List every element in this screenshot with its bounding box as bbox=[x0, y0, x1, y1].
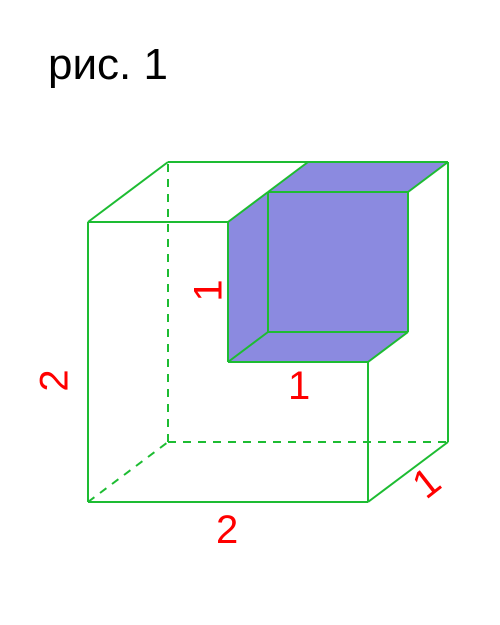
notch-back-face bbox=[268, 192, 408, 332]
dim-label: 2 bbox=[33, 369, 78, 391]
cube-diagram bbox=[0, 0, 500, 625]
notch-top-recess-face bbox=[268, 162, 448, 192]
dim-label: 1 bbox=[187, 279, 232, 301]
edge-hidden-bottom-left-depth bbox=[88, 442, 168, 502]
dim-label: 1 bbox=[288, 364, 310, 409]
dim-label: 2 bbox=[216, 508, 238, 553]
